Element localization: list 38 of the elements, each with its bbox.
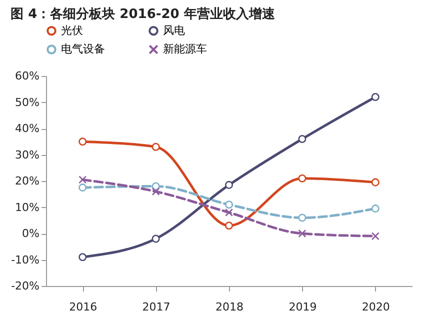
- point: [371, 178, 380, 186]
- x-tick-label: 2020: [362, 300, 390, 314]
- point: [298, 229, 306, 238]
- point: [224, 200, 234, 209]
- point: [224, 222, 234, 230]
- point: [78, 253, 87, 262]
- legend-label: 光伏: [61, 24, 83, 37]
- x-tick-label: 2019: [288, 300, 317, 314]
- y-tick-label: 40%: [15, 122, 40, 135]
- y-tick-label: 10%: [15, 200, 40, 214]
- point: [78, 176, 87, 184]
- y-tick-label: 0%: [22, 227, 40, 240]
- point: [371, 93, 380, 101]
- y-tick-label: 60%: [15, 70, 40, 82]
- point: [298, 135, 306, 143]
- y-tick-label: 30%: [15, 148, 40, 162]
- point: [224, 180, 234, 189]
- y-tick-label: -20%: [11, 280, 40, 292]
- legend-label: 风电: [163, 24, 185, 37]
- point: [224, 208, 234, 217]
- legend-label: 新能源车: [163, 42, 207, 56]
- legend-label: 电气设备: [61, 42, 105, 56]
- y-tick-label: -10%: [11, 253, 40, 266]
- point: [371, 232, 380, 240]
- point: [298, 174, 306, 182]
- point: [78, 138, 87, 146]
- x-tick-label: 2018: [216, 300, 244, 314]
- point: [298, 214, 306, 222]
- x-tick-label: 2017: [142, 300, 170, 314]
- point: [152, 234, 160, 243]
- chart-title: 图 4：各细分板块 2016-20 年营业收入增速: [10, 6, 276, 22]
- point: [371, 204, 380, 213]
- y-tick-label: 50%: [15, 96, 40, 109]
- point: [152, 142, 160, 151]
- y-tick-label: 20%: [15, 174, 40, 188]
- point: [78, 184, 87, 192]
- point: [152, 187, 160, 196]
- x-tick-label: 2016: [69, 300, 98, 314]
